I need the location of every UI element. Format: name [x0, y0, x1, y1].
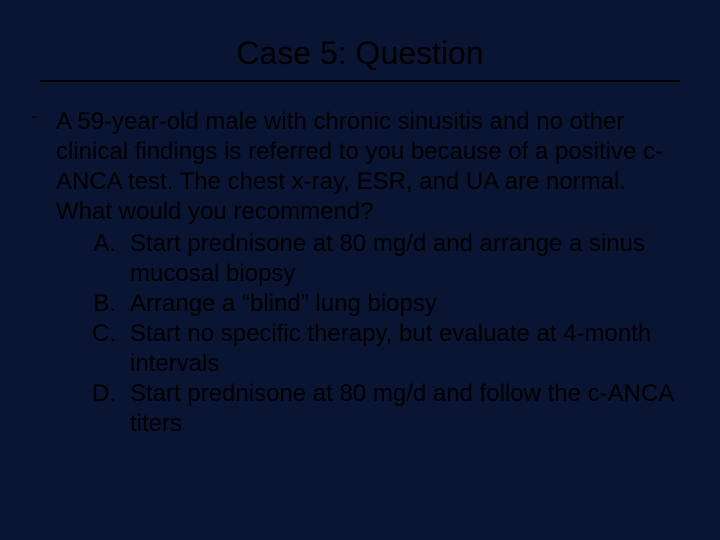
- option-letter: A.: [82, 229, 116, 289]
- option-text: Arrange a “blind” lung biopsy: [130, 289, 680, 319]
- title-underline: [40, 80, 680, 82]
- option-letter: C.: [82, 319, 116, 379]
- question-text: A 59-year-old male with chronic sinusiti…: [56, 107, 680, 227]
- slide-container: Case 5: Question ˜ A 59-year-old male wi…: [0, 0, 720, 540]
- options-list: A. Start prednisone at 80 mg/d and arran…: [56, 229, 680, 439]
- option-a: A. Start prednisone at 80 mg/d and arran…: [82, 229, 680, 289]
- option-d: D. Start prednisone at 80 mg/d and follo…: [82, 379, 680, 439]
- body-text: A 59-year-old male with chronic sinusiti…: [56, 107, 680, 439]
- bullet-icon: ˜: [32, 113, 46, 439]
- option-text: Start prednisone at 80 mg/d and arrange …: [130, 229, 680, 289]
- option-c: C. Start no specific therapy, but evalua…: [82, 319, 680, 379]
- option-text: Start prednisone at 80 mg/d and follow t…: [130, 379, 680, 439]
- option-letter: B.: [82, 289, 116, 319]
- slide-title: Case 5: Question: [30, 35, 690, 72]
- option-b: B. Arrange a “blind” lung biopsy: [82, 289, 680, 319]
- option-text: Start no specific therapy, but evaluate …: [130, 319, 680, 379]
- option-letter: D.: [82, 379, 116, 439]
- content-block: ˜ A 59-year-old male with chronic sinusi…: [30, 107, 690, 439]
